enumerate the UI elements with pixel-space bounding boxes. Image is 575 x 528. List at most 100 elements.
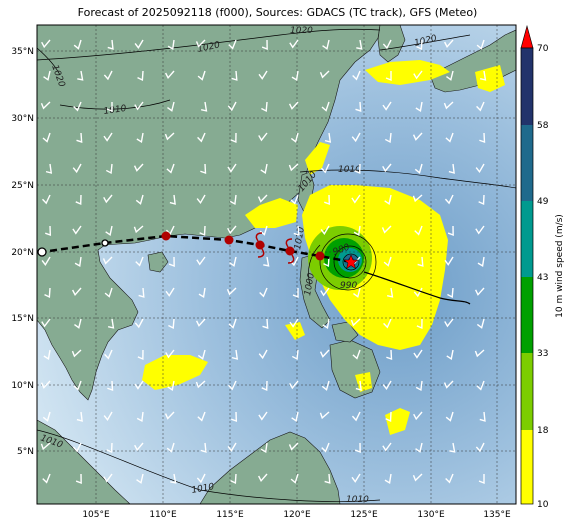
lat-tick-label: 15°N bbox=[11, 314, 34, 324]
wind-barb-icon bbox=[319, 70, 330, 79]
wind-barb-icon bbox=[136, 411, 144, 423]
wind-barb-icon bbox=[165, 70, 175, 80]
colorbar-tick-label: 49 bbox=[537, 197, 549, 207]
wind-barb-icon bbox=[168, 318, 175, 330]
wind-barb-icon bbox=[319, 349, 330, 358]
wind-barb-icon bbox=[72, 442, 82, 453]
track-point-open-icon bbox=[37, 247, 47, 257]
wind-barb-icon bbox=[321, 101, 330, 112]
wind-barb-icon bbox=[105, 163, 113, 175]
wind-barb-icon bbox=[138, 287, 145, 298]
wind-barb-icon bbox=[135, 194, 144, 205]
wind-barb-icon bbox=[134, 442, 144, 452]
wind-barb-icon bbox=[290, 473, 299, 484]
wind-barb-icon bbox=[288, 163, 299, 172]
isobar-label: 1010 bbox=[103, 104, 127, 117]
wind-barb-icon bbox=[351, 132, 361, 143]
wind-barb-icon bbox=[164, 132, 175, 141]
wind-barb-icon bbox=[415, 380, 423, 392]
isobar-1020-japan bbox=[379, 34, 471, 51]
wind-barb-icon bbox=[164, 411, 175, 420]
isobar-1020-west bbox=[37, 47, 61, 76]
wind-barb-icon bbox=[134, 380, 144, 390]
wind-barb-icon bbox=[414, 225, 423, 236]
wind-barb-icon bbox=[72, 163, 82, 174]
wind-barb-icon bbox=[446, 70, 454, 81]
wind-barb-icon bbox=[137, 70, 144, 82]
wind-barb-icon bbox=[290, 194, 299, 205]
wind-barb-icon bbox=[288, 101, 299, 110]
wind-barb-icon bbox=[412, 194, 423, 203]
wind-barb-icon bbox=[415, 442, 423, 453]
wind-barb-icon bbox=[353, 225, 361, 237]
wind-barb-icon bbox=[135, 256, 144, 267]
wind-barb-icon bbox=[259, 287, 268, 298]
wind-barb-icon bbox=[43, 349, 51, 361]
wind-barb-icon bbox=[260, 442, 268, 454]
wind-barb-icon bbox=[72, 225, 82, 235]
wind-barb-icon bbox=[40, 101, 51, 110]
wind-barb-icon bbox=[231, 349, 239, 360]
typhoon-symbol-icon bbox=[315, 251, 325, 261]
wind-barb-icon bbox=[323, 256, 330, 268]
wind-barb-icon bbox=[108, 318, 115, 329]
wind-barb-icon bbox=[322, 318, 330, 330]
wind-barb-icon bbox=[42, 473, 51, 484]
wind-barb-icon bbox=[320, 225, 330, 235]
isobar-label: 990 bbox=[340, 281, 357, 291]
wind-barb-icon bbox=[104, 349, 113, 360]
wind-barb-icon bbox=[103, 194, 113, 204]
wind-barb-icon bbox=[134, 39, 144, 49]
wind-barb-icon bbox=[76, 132, 83, 143]
wind-barb-icon bbox=[228, 318, 237, 329]
wind-barb-icon bbox=[196, 473, 206, 484]
wind-barb-icon bbox=[107, 39, 114, 50]
wind-barb-icon bbox=[74, 256, 82, 268]
wind-barb-icon bbox=[105, 225, 113, 236]
wind-barb-icon bbox=[41, 194, 51, 205]
wind-barb-icon bbox=[169, 194, 176, 205]
wind-barb-icon bbox=[134, 318, 144, 329]
wind-barb-icon bbox=[383, 318, 392, 329]
map-area: 1020 1020 1020 1020 1010 1010 1010 1010 … bbox=[37, 25, 516, 504]
storm-center-star-icon bbox=[343, 254, 359, 270]
wind-barb-icon bbox=[475, 225, 485, 235]
wind-barb-icon bbox=[290, 132, 299, 143]
wind-barb-icon bbox=[478, 194, 485, 206]
isobar-1000 bbox=[308, 244, 321, 286]
wind-barb-icon bbox=[73, 101, 82, 112]
wind-barb-icon bbox=[320, 287, 330, 297]
wind-barb-icon bbox=[199, 225, 206, 237]
wind-barb-icon bbox=[197, 132, 206, 143]
wind-barb-icon bbox=[413, 411, 423, 421]
lon-tick-label: 125°E bbox=[350, 510, 378, 520]
wind-barb-icon bbox=[385, 411, 392, 423]
wind-barb-icon bbox=[167, 101, 175, 112]
land-korea bbox=[377, 25, 406, 63]
lat-tick-label: 35°N bbox=[11, 47, 34, 57]
colorbar-axis-label: 10 m wind speed (m/s) bbox=[555, 214, 565, 318]
wind-barb-icon bbox=[103, 411, 113, 422]
wind-barb-icon bbox=[77, 70, 84, 81]
wind-barb-icon bbox=[134, 101, 144, 111]
wind-barb-icon bbox=[168, 256, 175, 268]
track-point-filled-icon bbox=[161, 231, 171, 241]
wind-barb-icon bbox=[413, 287, 423, 298]
wind-barb-icon bbox=[382, 163, 392, 173]
wind-barb-icon bbox=[443, 101, 454, 110]
lat-tick-label: 10°N bbox=[11, 381, 34, 391]
wind-barb-icon bbox=[197, 70, 206, 81]
wind-barb-icon bbox=[167, 39, 175, 51]
colorbar-segment bbox=[521, 48, 533, 125]
wind-barb-icon bbox=[291, 70, 299, 82]
wind-barb-icon bbox=[289, 39, 299, 49]
wind-barb-icon bbox=[261, 380, 268, 392]
wind-barb-icon bbox=[413, 349, 423, 359]
wind-barb-icon bbox=[43, 70, 51, 81]
wind-barb-icon bbox=[73, 380, 82, 391]
wind-barb-icon bbox=[258, 473, 268, 483]
colorbar-segment bbox=[521, 201, 533, 277]
wind-barb-icon bbox=[415, 101, 423, 113]
wind-barb-icon bbox=[165, 349, 175, 359]
